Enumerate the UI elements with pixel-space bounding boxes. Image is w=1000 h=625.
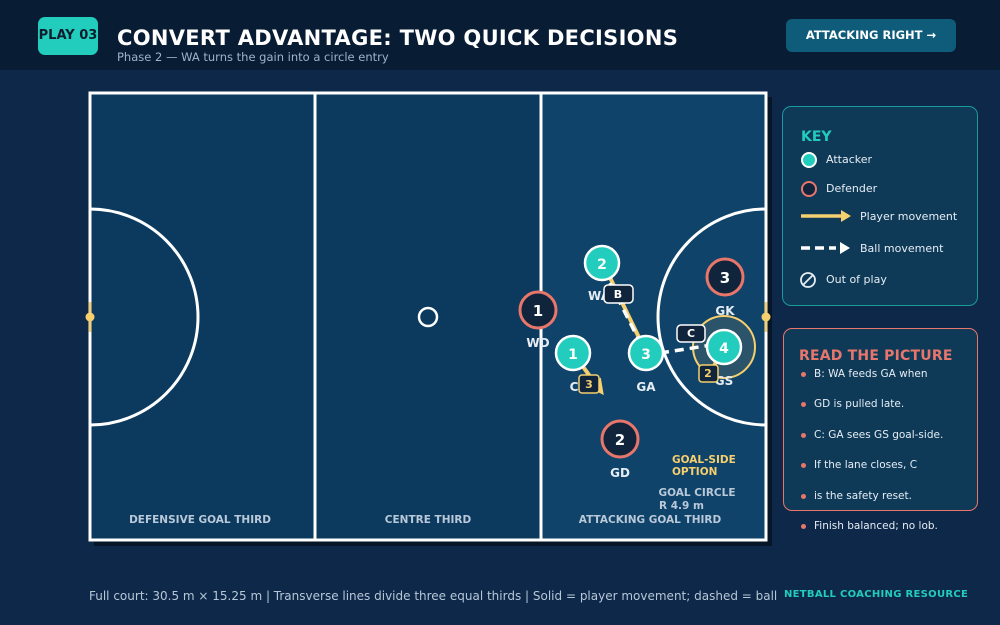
pass-tag-b-text: B bbox=[614, 288, 622, 301]
read-line-6: Finish balanced; no lob. bbox=[814, 520, 938, 532]
footer-brand: NETBALL COACHING RESOURCE bbox=[784, 589, 969, 600]
defender-label-wd: WD bbox=[526, 336, 549, 350]
attacker-wa: 2 bbox=[583, 244, 621, 282]
defender-label-gd: GD bbox=[610, 466, 630, 480]
goal-ring-left bbox=[85, 312, 95, 322]
movement-tag-3: 3 bbox=[578, 374, 600, 394]
defender-label-gk: GK bbox=[715, 304, 735, 318]
attacking-goal-circle bbox=[656, 207, 767, 427]
goal-circle-label: GOAL CIRCLE bbox=[658, 487, 735, 499]
footer-note: Full court: 30.5 m × 15.25 m | Transvers… bbox=[89, 589, 778, 603]
read-line-1: B: WA feeds GA when bbox=[814, 368, 928, 380]
key-label-out-of-play: Out of play bbox=[826, 273, 887, 286]
key-heading: KEY bbox=[801, 129, 832, 145]
defender-number: 2 bbox=[615, 431, 625, 449]
read-bullet bbox=[801, 433, 806, 438]
attacker-number: 2 bbox=[597, 257, 607, 273]
pass-tag-c: C bbox=[676, 324, 706, 343]
defender-number: 1 bbox=[533, 302, 543, 320]
third-label-defensive: DEFENSIVE GOAL THIRD bbox=[129, 514, 271, 526]
read-line-4: If the lane closes, C bbox=[814, 459, 918, 471]
third-label-attacking: ATTACKING GOAL THIRD bbox=[579, 514, 722, 526]
read-line-5: is the safety reset. bbox=[814, 490, 912, 502]
ball-pass-c bbox=[659, 343, 713, 355]
attacker-number: 4 bbox=[719, 341, 729, 357]
key-label-defender: Defender bbox=[826, 182, 878, 195]
key-label-ball-movement: Ball movement bbox=[860, 242, 944, 255]
movement-tag-2-text: 2 bbox=[704, 367, 712, 380]
attacker-label-ga: GA bbox=[636, 380, 656, 394]
defensive-goal-circle bbox=[89, 207, 200, 427]
play-badge: PLAY 03 bbox=[38, 17, 98, 55]
attacker-gs: 4 bbox=[705, 328, 743, 366]
read-bullet bbox=[801, 524, 806, 529]
goal-side-option-label: GOAL-SIDE bbox=[672, 454, 736, 466]
page-subtitle: Phase 2 — WA turns the gain into a circl… bbox=[117, 50, 389, 64]
movement-tag-2: 2 bbox=[698, 364, 719, 383]
goal-ring-right bbox=[761, 312, 771, 322]
pass-tag-c-text: C bbox=[687, 327, 695, 340]
attacker-ga: 3 bbox=[627, 334, 665, 372]
goal-circle-radius-label: R 4.9 m bbox=[659, 500, 704, 512]
pass-tag-b: B bbox=[603, 284, 634, 304]
key-label-player-movement: Player movement bbox=[860, 210, 958, 223]
attacker-label-gs: GS bbox=[715, 374, 734, 388]
attacker-c: 1 bbox=[554, 334, 592, 372]
attacker-number: 3 bbox=[641, 347, 651, 363]
page-title: CONVERT ADVANTAGE: TWO QUICK DECISIONS bbox=[117, 26, 679, 50]
third-label-centre: CENTRE THIRD bbox=[385, 514, 472, 526]
key-label-attacker: Attacker bbox=[826, 153, 873, 166]
defender-wd: 1 bbox=[518, 290, 558, 330]
read-bullet bbox=[801, 463, 806, 468]
read-panel: READ THE PICTURE bbox=[783, 328, 978, 511]
attacker-label-c: C bbox=[570, 380, 579, 394]
goal-side-option-label-2: OPTION bbox=[672, 466, 717, 478]
read-bullet bbox=[801, 402, 806, 407]
read-line-2: GD is pulled late. bbox=[814, 398, 905, 410]
attacker-number: 1 bbox=[568, 347, 578, 363]
defender-number: 3 bbox=[720, 269, 730, 287]
movement-tag-3-text: 3 bbox=[585, 378, 593, 391]
read-bullet bbox=[801, 494, 806, 499]
defender-gk: 3 bbox=[705, 257, 745, 297]
attacking-direction-button[interactable]: ATTACKING RIGHT → bbox=[786, 19, 956, 52]
read-line-3: C: GA sees GS goal-side. bbox=[814, 429, 944, 441]
defender-gd: 2 bbox=[600, 419, 640, 459]
read-bullet bbox=[801, 372, 806, 377]
centre-circle bbox=[417, 306, 439, 328]
read-heading: READ THE PICTURE bbox=[799, 348, 953, 364]
